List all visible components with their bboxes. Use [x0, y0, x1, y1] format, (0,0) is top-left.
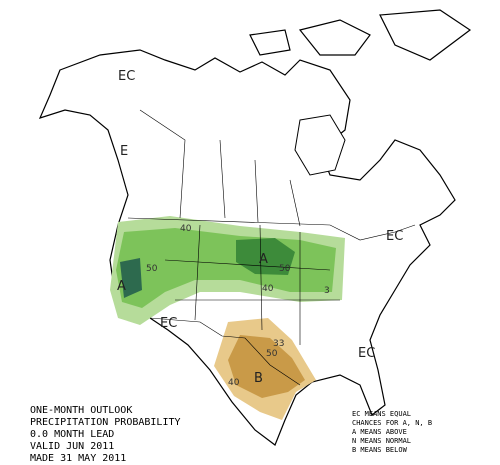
contour-label: 50: [266, 349, 278, 359]
legend-line: A MEANS ABOVE: [352, 428, 407, 436]
title-line: VALID JUN 2011: [30, 441, 114, 452]
contour-label: 40: [262, 284, 274, 294]
legend-line: N MEANS NORMAL: [352, 437, 411, 445]
arctic-island: [379, 9, 472, 61]
region-label: E: [120, 144, 128, 159]
contour-label: 3: [324, 286, 330, 296]
region-label: EC: [386, 229, 403, 244]
title-line: MADE 31 MAY 2011: [30, 453, 126, 464]
region-label: B: [254, 371, 263, 386]
region-label: EC: [160, 316, 177, 331]
arctic-island: [298, 19, 371, 56]
above-50: [236, 238, 295, 275]
contour-label: 40: [180, 224, 192, 234]
legend-line: EC MEANS EQUAL: [352, 410, 411, 418]
hudson-bay: [294, 114, 346, 176]
contour-label: 40: [228, 378, 240, 388]
us-canada-border: [127, 217, 416, 241]
us-mexico-border: [149, 317, 301, 386]
region-label: A: [117, 279, 126, 294]
legend-line: CHANCES FOR A, N, B: [352, 419, 432, 427]
below-40: [228, 335, 305, 398]
title-line: 0.0 MONTH LEAD: [30, 429, 114, 440]
title-line: PRECIPITATION PROBABILITY: [30, 417, 181, 428]
region-label: A: [259, 252, 268, 267]
contour-label: 50: [146, 264, 158, 274]
region-label: EC: [118, 69, 135, 84]
title-line: ONE-MONTH OUTLOOK: [30, 405, 132, 416]
state-line: [164, 224, 340, 345]
province-line: [139, 109, 301, 227]
contour-label: 33: [273, 339, 284, 349]
legend-line: B MEANS BELOW: [352, 446, 408, 454]
region-label: EC: [358, 346, 375, 361]
above-60: [120, 258, 142, 298]
contour-label: 50: [279, 264, 291, 274]
arctic-island: [249, 29, 291, 56]
